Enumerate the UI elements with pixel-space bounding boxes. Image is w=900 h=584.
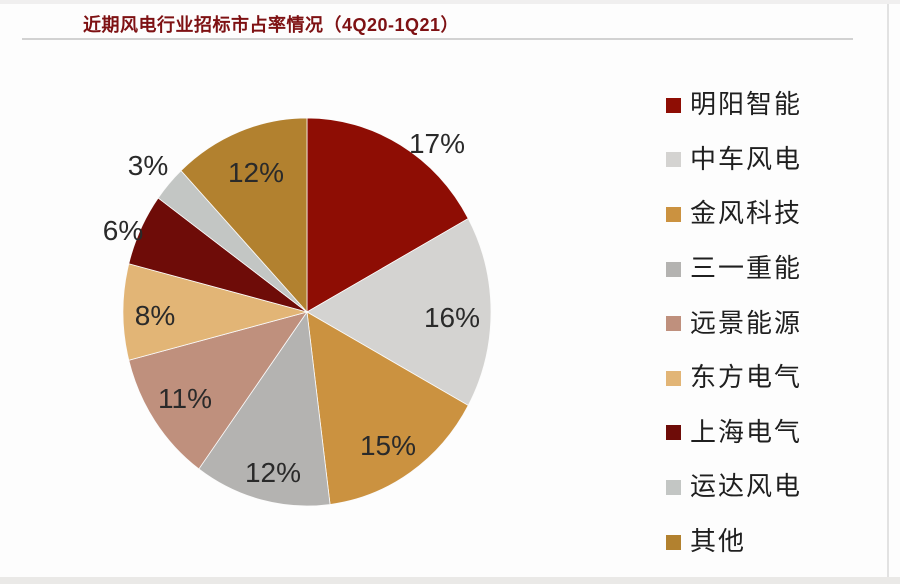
slice-percent-label-0: 17% — [409, 128, 465, 159]
pie-slice-2 — [306, 311, 469, 505]
legend-swatch-icon — [666, 206, 681, 222]
legend-label: 远景能源 — [690, 308, 803, 339]
slice-percent-label-3: 12% — [245, 457, 301, 488]
legend-label: 运达风电 — [690, 472, 803, 503]
top-edge-strip — [0, 0, 900, 4]
pie-slice-4 — [128, 311, 308, 470]
legend-item-1: 中车风电 — [666, 133, 876, 188]
legend-swatch-icon — [666, 370, 681, 386]
slice-percent-label-1: 16% — [424, 302, 480, 333]
legend-item-0: 明阳智能 — [666, 78, 876, 133]
legend-swatch-icon — [666, 316, 681, 332]
legend-swatch-icon — [666, 425, 681, 441]
right-edge-line — [887, 4, 889, 584]
legend-item-2: 金风科技 — [666, 187, 876, 242]
slice-percent-label-5: 8% — [135, 300, 175, 331]
legend-item-5: 东方电气 — [666, 351, 876, 406]
legend-swatch-icon — [666, 479, 681, 495]
title-divider — [22, 38, 853, 40]
slice-percent-label-7: 3% — [128, 150, 168, 181]
pie-slice-0 — [306, 117, 469, 313]
legend-label: 金风科技 — [690, 199, 803, 230]
legend-item-4: 远景能源 — [666, 296, 876, 351]
legend-label: 其他 — [690, 527, 747, 558]
slice-percent-label-4: 11% — [158, 383, 212, 414]
legend-label: 上海电气 — [690, 417, 803, 448]
legend-item-7: 运达风电 — [666, 460, 876, 515]
pie-slice-1 — [306, 217, 492, 407]
slice-percent-label-2: 15% — [360, 430, 416, 461]
pie-slice-3 — [198, 310, 331, 507]
legend-swatch-icon — [666, 261, 681, 277]
pie-slice-5 — [122, 263, 309, 361]
legend-swatch-icon — [666, 152, 681, 168]
bottom-edge-strip — [0, 577, 900, 584]
chart-legend: 明阳智能中车风电金风科技三一重能远景能源东方电气上海电气运达风电其他 — [666, 78, 876, 569]
slice-percent-label-6: 6% — [103, 215, 143, 246]
legend-label: 东方电气 — [690, 363, 803, 394]
pie-slice-8 — [180, 117, 308, 314]
chart-title: 近期风电行业招标市占率情况（4Q20-1Q21） — [83, 15, 460, 35]
legend-swatch-icon — [666, 97, 681, 113]
legend-item-8: 其他 — [666, 515, 876, 570]
legend-item-6: 上海电气 — [666, 406, 876, 461]
legend-label: 明阳智能 — [690, 90, 803, 121]
legend-label: 中车风电 — [690, 144, 803, 175]
legend-item-3: 三一重能 — [666, 242, 876, 297]
slice-percent-label-8: 12% — [228, 157, 284, 188]
legend-label: 三一重能 — [690, 254, 803, 285]
legend-swatch-icon — [666, 534, 681, 550]
